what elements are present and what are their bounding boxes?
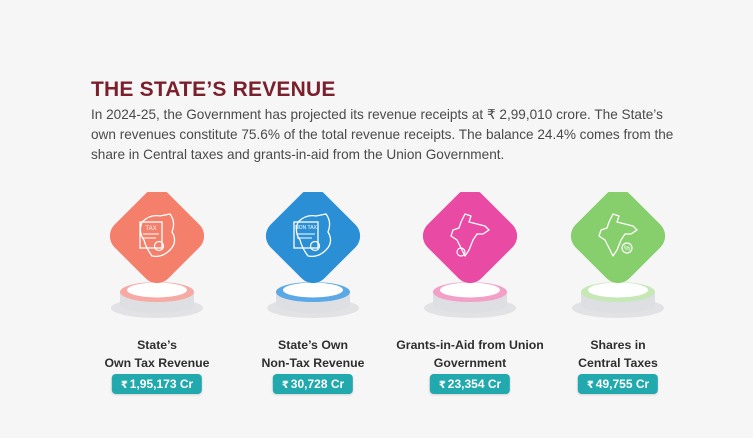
value-badge: ₹1,95,173 Cr xyxy=(111,374,203,394)
rupee-icon: ₹ xyxy=(281,380,289,391)
doc-text: TAX xyxy=(145,226,156,232)
revenue-card-central-taxes: % Shares in Central Taxes ₹49,755 Cr xyxy=(533,192,703,402)
doc-text: NON TAX xyxy=(295,225,317,231)
badge-tile xyxy=(422,192,518,284)
tax-document-map-icon: TAX xyxy=(109,192,205,284)
badge-tile xyxy=(265,192,361,284)
india-map-coin-icon xyxy=(422,192,518,284)
india-map-percent-icon: % xyxy=(570,192,666,284)
value-badge: ₹49,755 Cr xyxy=(577,374,659,394)
card-label: Grants-in-Aid from Union Government xyxy=(396,338,544,370)
card-label: State’s Own Non-Tax Revenue xyxy=(261,338,365,370)
badge-tile xyxy=(570,192,666,284)
badge-tile xyxy=(109,192,205,284)
value-badge: ₹30,728 Cr xyxy=(272,374,354,394)
rupee-icon: ₹ xyxy=(586,380,594,391)
rupee-icon: ₹ xyxy=(120,380,128,391)
revenue-card-own-non-tax: NON TAX State’s Own Non-Tax Revenue ₹30,… xyxy=(228,192,398,402)
revenue-card-grants-in-aid: Grants-in-Aid from Union Government ₹23,… xyxy=(385,192,555,402)
card-label: Shares in Central Taxes xyxy=(578,338,658,370)
svg-text:%: % xyxy=(624,246,630,253)
intro-paragraph: In 2024-25, the Government has projected… xyxy=(91,107,674,162)
card-label: State’s Own Tax Revenue xyxy=(104,338,210,370)
rupee-icon: ₹ xyxy=(438,380,446,391)
value-badge: ₹23,354 Cr xyxy=(429,374,511,394)
non-tax-document-map-icon: NON TAX xyxy=(265,192,361,284)
page-title: THE STATE’S REVENUE xyxy=(91,78,336,101)
revenue-card-own-tax: TAX State’s Own Tax Revenue ₹1,95,173 Cr xyxy=(72,192,242,402)
